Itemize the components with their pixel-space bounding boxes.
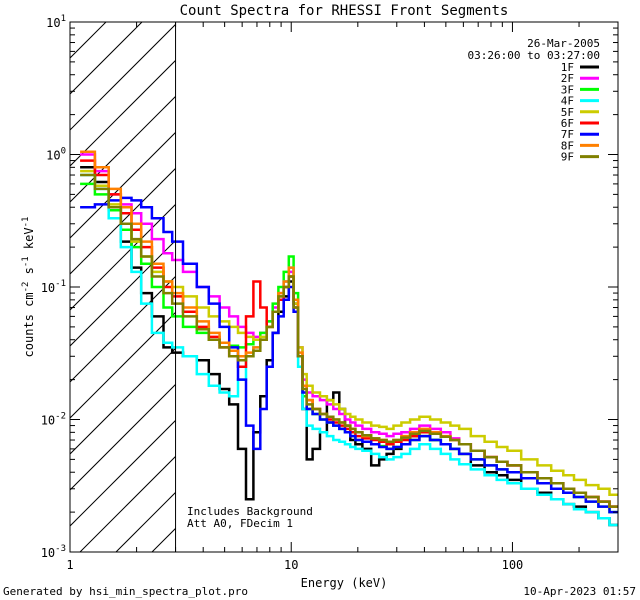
legend-label-7F: 7F — [561, 128, 574, 141]
hatch-line — [70, 203, 176, 311]
y-axis-label: counts cm-2 s-1 keV-1 — [21, 217, 36, 358]
legend-label-3F: 3F — [561, 83, 574, 96]
legend-label-5F: 5F — [561, 106, 574, 119]
series-line-3F — [80, 182, 618, 514]
x-axis-label: Energy (keV) — [301, 576, 388, 590]
series-line-5F — [80, 169, 618, 497]
legend-label-8F: 8F — [561, 139, 574, 152]
series-line-7F — [80, 196, 618, 514]
y-axis-label-mid2: keV — [22, 227, 36, 256]
footer-timestamp: 10-Apr-2023 01:57 — [523, 585, 636, 598]
legend-label-4F: 4F — [561, 95, 574, 108]
date-time-annotation: 26-Mar-2005 03:26:00 to 03:27:00 — [468, 37, 600, 62]
footer-generated-by: Generated by hsi_min_spectra_plot.pro — [3, 585, 248, 598]
hatched-low-energy-region — [70, 22, 176, 552]
series-line-9F — [80, 173, 618, 508]
legend-label-2F: 2F — [561, 72, 574, 85]
hatch-line — [70, 23, 176, 131]
hatch-line — [70, 383, 176, 491]
legend-label-1F: 1F — [561, 61, 574, 74]
time-range-annotation: 03:26:00 to 03:27:00 — [468, 49, 600, 62]
attenuator-note: Att A0, FDecim 1 — [187, 517, 293, 530]
y-axis-label-exp3: -1 — [21, 217, 31, 228]
y-tick-label: 10-3 — [41, 544, 66, 560]
y-axis-label-exp1: -2 — [21, 282, 31, 293]
x-tick-label: 100 — [502, 558, 524, 572]
axes: 1 10 100 10-3 10-2 10-1 100 101 — [41, 14, 619, 572]
chart-title: Count Spectra for RHESSI Front Segments — [180, 3, 509, 19]
hatch-line — [70, 95, 176, 203]
y-axis-label-mid1: s — [22, 267, 36, 281]
includes-background-note: Includes Background — [187, 505, 313, 518]
hatch-line — [70, 239, 176, 347]
hatch-line — [70, 59, 176, 167]
legend-label-6F: 6F — [561, 117, 574, 130]
y-tick-label: 101 — [46, 14, 66, 30]
date-annotation: 26-Mar-2005 — [527, 37, 600, 50]
series-line-2F — [80, 153, 618, 508]
series-line-4F — [80, 173, 618, 527]
x-tick-label: 10 — [284, 558, 298, 572]
hatch-line — [79, 455, 176, 552]
background-annotation: Includes Background Att A0, FDecim 1 — [187, 505, 313, 530]
y-tick-label: 10-1 — [41, 279, 66, 295]
y-axis-label-exp2: -1 — [21, 256, 31, 267]
y-tick-label: 100 — [46, 147, 66, 163]
series-layer — [80, 150, 618, 527]
y-tick-label: 10-2 — [41, 412, 66, 428]
series-line-8F — [80, 150, 618, 508]
y-axis-label-base: counts cm — [22, 292, 36, 357]
x-tick-label: 1 — [66, 558, 73, 572]
hatch-line — [70, 419, 176, 527]
legend-label-9F: 9F — [561, 151, 574, 164]
